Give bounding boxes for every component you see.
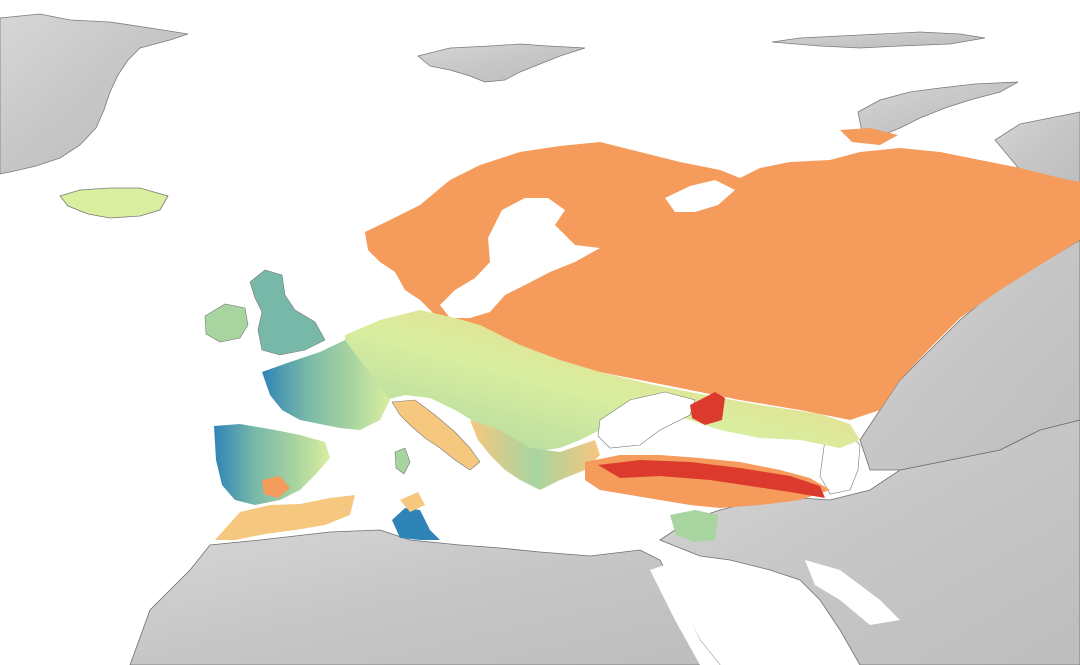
tunisia-blue	[392, 508, 440, 540]
north-africa-coast-peach	[215, 495, 355, 540]
iceland	[59, 187, 169, 219]
tunisia-peach	[400, 492, 425, 512]
iberia-orange-spot	[262, 476, 290, 498]
persian-gulf	[805, 560, 900, 625]
barents-coast-orange	[840, 128, 898, 145]
italy-peach	[391, 399, 481, 471]
france-teal	[262, 340, 390, 430]
levant-green	[670, 510, 718, 542]
central-europe-green	[345, 310, 860, 452]
caucasus-red	[690, 392, 725, 425]
arctic-islands-east	[771, 31, 986, 49]
turkey-red-band	[598, 460, 825, 498]
svalbard-islands	[417, 43, 586, 83]
great-britain	[249, 269, 326, 356]
central-asia-gray-land	[859, 239, 1080, 471]
ireland	[204, 303, 249, 343]
white-sea	[665, 180, 735, 212]
red-sea	[650, 565, 720, 665]
black-sea	[597, 391, 696, 449]
greenland-landmass	[0, 13, 189, 175]
baltic-sea	[440, 198, 600, 318]
sardinia	[394, 447, 411, 475]
iberia-teal	[214, 424, 330, 505]
balkans-green	[470, 420, 600, 490]
